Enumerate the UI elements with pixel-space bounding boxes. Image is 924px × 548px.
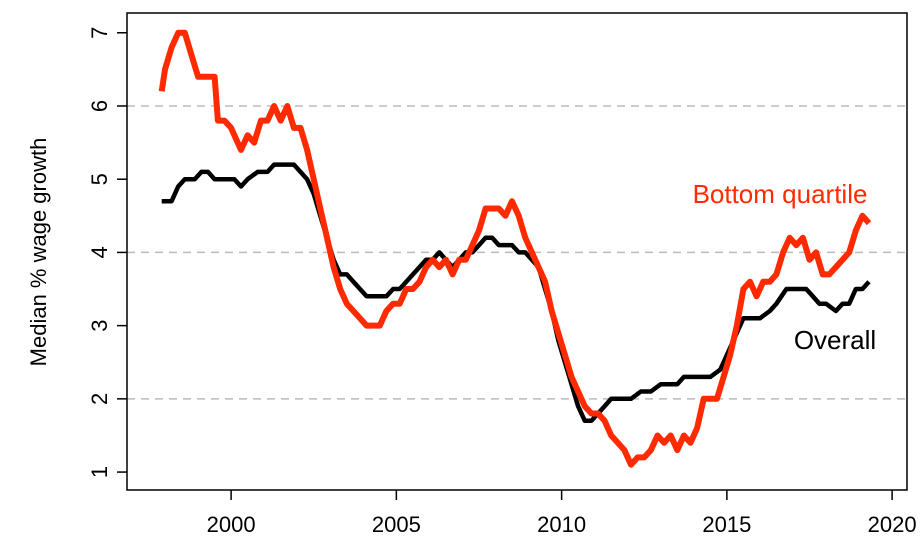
x-tick-label: 2005 (372, 512, 421, 537)
y-tick-label: 2 (87, 393, 112, 405)
y-axis-label: Median % wage growth (26, 138, 51, 367)
series-label: Overall (794, 325, 876, 355)
x-tick-label: 2000 (207, 512, 256, 537)
series-line (161, 162, 871, 424)
series-line (158, 29, 872, 468)
y-tick-label: 4 (87, 246, 112, 258)
y-tick-label: 3 (87, 320, 112, 332)
y-tick-label: 7 (87, 27, 112, 39)
y-tick-label: 6 (87, 100, 112, 112)
plot-frame (126, 12, 908, 491)
y-tick-label: 5 (87, 173, 112, 185)
series-label: Bottom quartile (693, 179, 868, 209)
x-tick-label: 2010 (537, 512, 586, 537)
x-tick-label: 2020 (868, 512, 917, 537)
x-tick-label: 2015 (702, 512, 751, 537)
y-tick-label: 1 (87, 466, 112, 478)
